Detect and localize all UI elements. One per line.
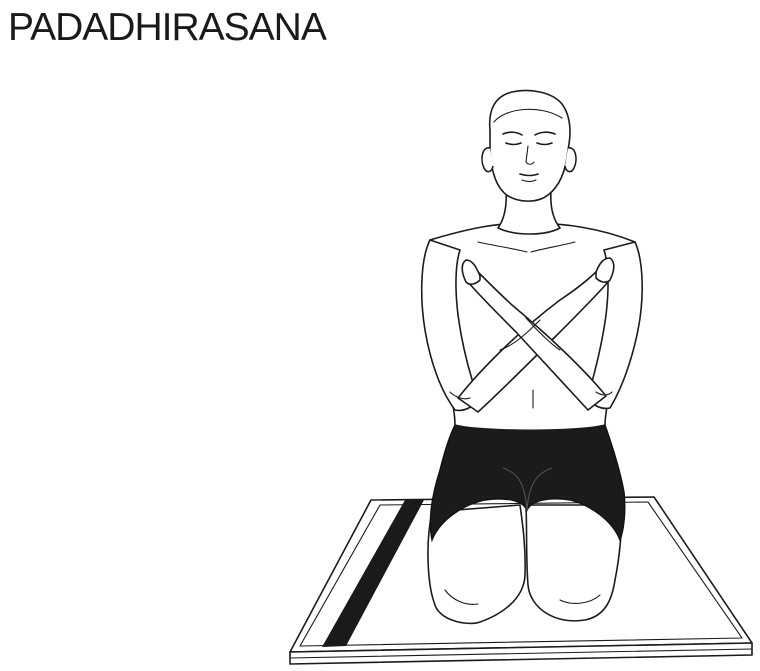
left-ear (481, 147, 494, 173)
page-title: PADADHIRASANA (8, 6, 327, 49)
left-elbow-crease (449, 391, 471, 400)
mouth (519, 173, 539, 177)
mat-inner-border (299, 501, 743, 647)
shorts (429, 423, 626, 543)
left-eye-closed (505, 142, 522, 146)
legs (427, 504, 623, 625)
right-eyebrow (534, 131, 556, 136)
head-shape (488, 89, 571, 202)
shorts-seam (502, 467, 553, 511)
left-collarbone (477, 241, 528, 253)
right-ear (564, 147, 577, 173)
right-knee (525, 504, 623, 622)
neck (497, 189, 561, 235)
arms (420, 239, 643, 413)
right-hand (461, 259, 481, 285)
nose (525, 145, 535, 165)
head (481, 89, 577, 202)
forearm-detail-1 (499, 319, 541, 351)
shorts-shape (429, 423, 626, 543)
hairline (493, 108, 563, 123)
right-upper-arm (587, 241, 643, 410)
right-collarbone (530, 241, 576, 253)
left-knee-crease (444, 589, 479, 605)
mat-stripe (322, 500, 424, 647)
right-elbow-crease (595, 391, 613, 396)
forearm-detail-2 (525, 317, 561, 351)
left-knee (427, 504, 526, 625)
right-eye-closed (536, 142, 553, 146)
left-eyebrow (502, 131, 523, 136)
lower-lip (521, 179, 537, 183)
right-knee-crease (559, 594, 601, 604)
left-hand (595, 257, 615, 283)
left-upper-arm (420, 239, 479, 412)
mat-edge-line (289, 648, 753, 659)
